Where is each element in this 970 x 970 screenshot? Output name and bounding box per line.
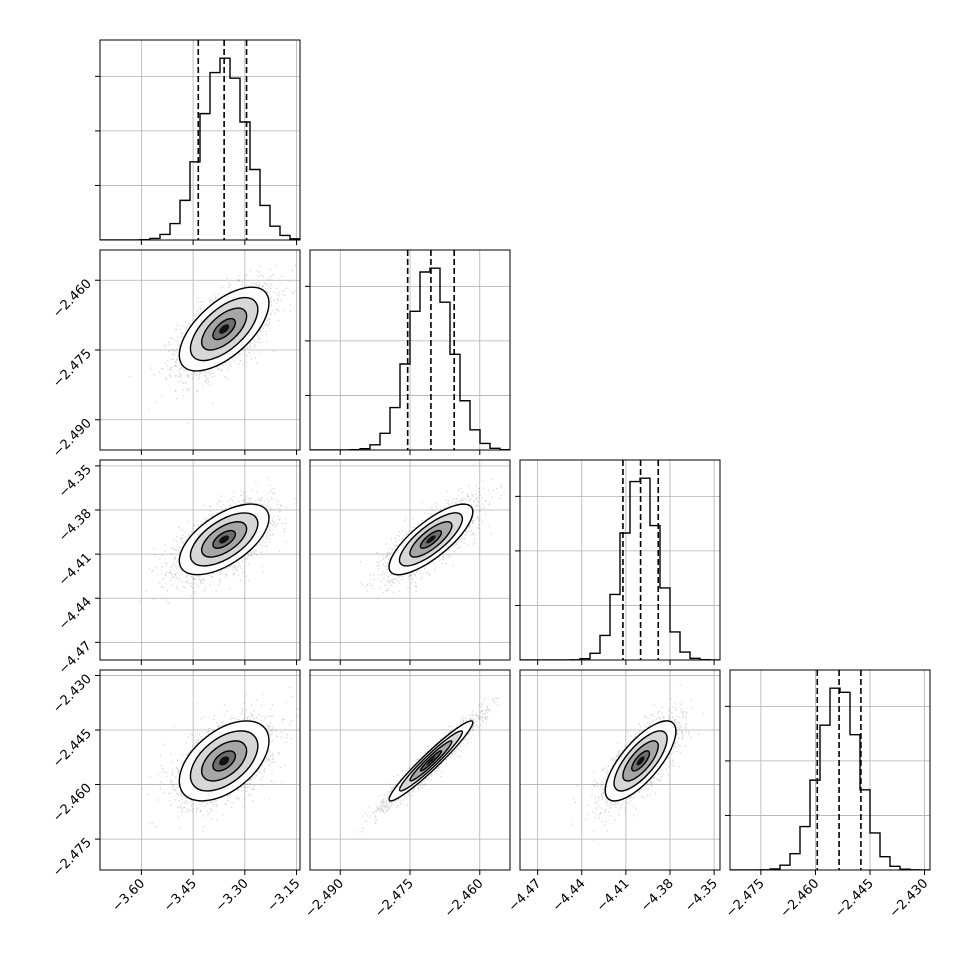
histogram-step-line	[100, 57, 300, 240]
histogram-panel-2	[515, 459, 721, 665]
y-tick-label: −2.445	[50, 726, 95, 771]
density-core	[636, 756, 645, 766]
y-tick-label: −2.475	[50, 346, 95, 391]
x-tick-label: −3.15	[265, 876, 304, 915]
panel-frame	[99, 459, 301, 661]
y-tick-label: −4.35	[56, 462, 95, 501]
panel-frame	[519, 459, 721, 661]
x-tick-label: −3.60	[109, 876, 148, 915]
x-tick-label: −4.41	[594, 876, 633, 915]
x-tick-label: −2.430	[887, 876, 932, 921]
panel-frame	[729, 669, 931, 871]
scatter-panel-2-1	[309, 459, 511, 665]
x-tick-label: −4.35	[682, 876, 721, 915]
y-tick-label: −4.44	[56, 594, 95, 633]
x-tick-label: −4.47	[506, 876, 545, 915]
x-tick-label: −2.490	[302, 876, 347, 921]
histogram-panel-0	[95, 39, 301, 245]
density-core	[219, 324, 230, 334]
scatter-panel-1-0	[95, 249, 301, 455]
panel-frame	[519, 669, 721, 871]
scatter-panel-3-0	[95, 669, 301, 875]
y-tick-label: −2.430	[50, 672, 95, 717]
panel-frame	[99, 39, 301, 241]
y-tick-label: −2.490	[50, 416, 95, 461]
y-tick-label: −4.38	[56, 506, 95, 545]
x-tick-label: −3.45	[161, 876, 200, 915]
histogram-step-line	[520, 477, 720, 660]
x-tick-label: −2.475	[723, 876, 768, 921]
y-tick-label: −2.460	[50, 781, 95, 826]
density-core	[426, 756, 436, 766]
histogram-step-line	[730, 687, 930, 870]
y-tick-label: −2.475	[50, 835, 95, 880]
scatter-panel-3-1	[309, 669, 511, 875]
y-tick-label: −2.460	[50, 276, 95, 321]
scatter-panel-3-2	[519, 669, 721, 875]
x-tick-label: −2.460	[442, 876, 487, 921]
x-tick-label: −3.30	[213, 876, 252, 915]
density-core	[219, 756, 230, 766]
x-tick-label: −4.38	[638, 876, 677, 915]
x-tick-label: −4.44	[550, 876, 589, 915]
x-tick-label: −2.460	[778, 876, 823, 921]
histogram-panel-1	[305, 249, 511, 455]
x-tick-label: −2.475	[372, 876, 417, 921]
scatter-panel-2-0	[95, 459, 301, 665]
density-core	[219, 535, 230, 544]
histogram-panel-3	[725, 669, 931, 875]
y-tick-label: −4.47	[56, 639, 95, 678]
y-tick-label: −4.41	[56, 550, 95, 589]
density-core	[426, 535, 436, 544]
panel-frame	[99, 669, 301, 871]
x-tick-label: −2.445	[832, 876, 877, 921]
